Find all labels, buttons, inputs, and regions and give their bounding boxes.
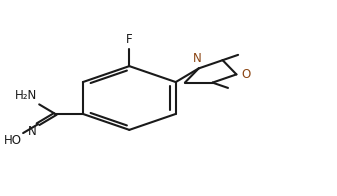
- Text: N: N: [193, 53, 202, 65]
- Text: N: N: [28, 125, 36, 138]
- Text: H₂N: H₂N: [15, 89, 38, 103]
- Text: HO: HO: [3, 134, 22, 147]
- Text: O: O: [241, 68, 250, 81]
- Text: F: F: [126, 33, 133, 46]
